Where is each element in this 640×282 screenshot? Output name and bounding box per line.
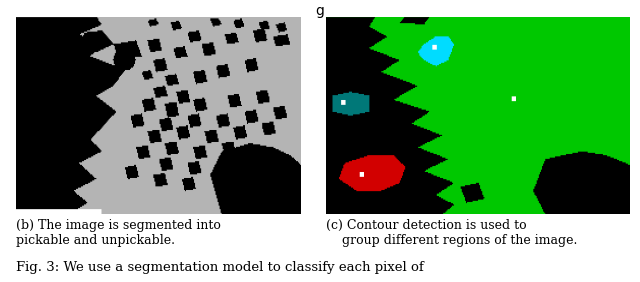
Text: (b) The image is segmented into
pickable and unpickable.: (b) The image is segmented into pickable…: [16, 219, 221, 246]
Text: (c) Contour detection is used to
    group different regions of the image.: (c) Contour detection is used to group d…: [326, 219, 578, 246]
Text: g: g: [316, 4, 324, 18]
Text: Fig. 3: We use a segmentation model to classify each pixel of: Fig. 3: We use a segmentation model to c…: [16, 261, 424, 274]
